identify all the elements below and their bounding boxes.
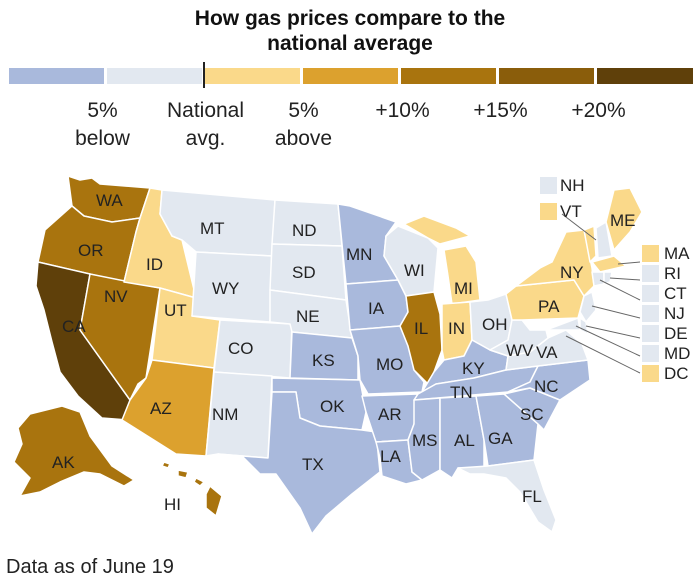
box-label-ri: RI xyxy=(664,264,681,283)
box-label-nj: NJ xyxy=(664,304,685,323)
label-in: IN xyxy=(448,319,465,338)
label-tn: TN xyxy=(450,383,473,402)
label-nm: NM xyxy=(212,405,238,424)
state-mi[interactable] xyxy=(443,245,481,305)
swatch-nh xyxy=(540,177,557,194)
state-tx[interactable] xyxy=(217,391,381,535)
label-co: CO xyxy=(228,339,254,358)
swatch-ri xyxy=(642,265,659,282)
legend-label-plus10: +10% xyxy=(375,99,430,122)
box-label-vt: VT xyxy=(560,202,582,221)
label-nc: NC xyxy=(534,377,559,396)
legend-swatch-plus15 xyxy=(401,68,496,84)
swatch-dc xyxy=(642,365,659,382)
label-wi: WI xyxy=(404,261,425,280)
label-al: AL xyxy=(454,431,475,450)
label-mn: MN xyxy=(346,245,372,264)
label-nd: ND xyxy=(292,221,317,240)
title-line-2: national average xyxy=(267,32,433,55)
label-mi: MI xyxy=(454,279,473,298)
swatch-vt xyxy=(540,203,557,220)
swatch-ma xyxy=(642,245,659,262)
state-fl[interactable] xyxy=(457,459,557,533)
state-hi[interactable] xyxy=(161,461,223,517)
label-ms: MS xyxy=(412,431,438,450)
label-id: ID xyxy=(146,255,163,274)
legend-swatch-plus20a xyxy=(499,68,594,84)
label-ut: UT xyxy=(164,301,187,320)
box-label-ma: MA xyxy=(664,244,690,263)
label-sd: SD xyxy=(292,263,316,282)
label-la: LA xyxy=(380,447,401,466)
state-nj[interactable] xyxy=(579,291,597,323)
legend-label-plus20: +20% xyxy=(571,99,626,122)
label-fl: FL xyxy=(522,487,542,506)
state-ak[interactable] xyxy=(13,405,135,497)
box-label-md: MD xyxy=(664,344,691,363)
box-label-nh: NH xyxy=(560,176,585,195)
legend-label-5-below: 5% below xyxy=(75,99,130,150)
label-nv: NV xyxy=(104,287,128,306)
state-ri[interactable] xyxy=(603,271,613,285)
label-ak: AK xyxy=(52,453,75,472)
label-ny: NY xyxy=(560,263,584,282)
label-ga: GA xyxy=(488,429,513,448)
label-ks: KS xyxy=(312,351,335,370)
label-oh: OH xyxy=(482,315,508,334)
legend-swatch-5-below xyxy=(9,68,104,84)
us-map: WA OR CA NV ID UT AZ MT WY CO NM ND SD N… xyxy=(13,175,643,535)
label-az: AZ xyxy=(150,399,172,418)
label-wy: WY xyxy=(212,279,239,298)
legend-label-national: National avg. xyxy=(166,99,245,150)
label-ne: NE xyxy=(296,307,320,326)
label-pa: PA xyxy=(538,297,560,316)
label-or: OR xyxy=(78,241,104,260)
legend-swatch-5-above xyxy=(205,68,300,84)
chart-title: How gas prices compare to the national a… xyxy=(0,6,700,56)
state-ks[interactable] xyxy=(289,331,359,381)
state-nc[interactable] xyxy=(507,359,591,401)
box-label-ct: CT xyxy=(664,284,687,303)
label-hi: HI xyxy=(164,495,181,514)
legend-color-bar xyxy=(9,68,693,84)
label-ar: AR xyxy=(378,405,402,424)
state-ct[interactable] xyxy=(591,271,605,287)
label-mo: MO xyxy=(376,355,403,374)
box-label-de: DE xyxy=(664,324,688,343)
label-ky: KY xyxy=(462,359,485,378)
label-ia: IA xyxy=(368,299,385,318)
state-me[interactable] xyxy=(605,187,643,251)
label-wa: WA xyxy=(96,191,123,210)
state-ma[interactable] xyxy=(591,255,627,273)
swatch-de xyxy=(642,325,659,342)
title-line-1: How gas prices compare to the xyxy=(194,7,506,30)
label-me: ME xyxy=(610,211,636,230)
legend-label-5-above: 5% above xyxy=(274,99,333,150)
label-va: VA xyxy=(536,343,558,362)
state-md[interactable] xyxy=(545,317,581,331)
label-ok: OK xyxy=(320,397,345,416)
swatch-md xyxy=(642,345,659,362)
label-il: IL xyxy=(414,319,428,338)
label-wv: WV xyxy=(506,341,534,360)
data-date-note: Data as of June 19 xyxy=(6,556,174,578)
state-mi-upper[interactable] xyxy=(403,215,471,245)
state-vt[interactable] xyxy=(583,225,597,263)
legend-swatch-national xyxy=(107,68,202,84)
legend-swatch-plus20b xyxy=(597,68,693,84)
swatch-nj xyxy=(642,305,659,322)
national-average-tick xyxy=(203,62,205,88)
label-ca: CA xyxy=(62,317,86,336)
swatch-ct xyxy=(642,285,659,302)
legend-label-plus15: +15% xyxy=(473,99,528,122)
label-tx: TX xyxy=(302,455,324,474)
label-sc: SC xyxy=(520,405,544,424)
legend-swatch-plus10 xyxy=(303,68,398,84)
box-label-dc: DC xyxy=(664,364,689,383)
label-mt: MT xyxy=(200,219,225,238)
